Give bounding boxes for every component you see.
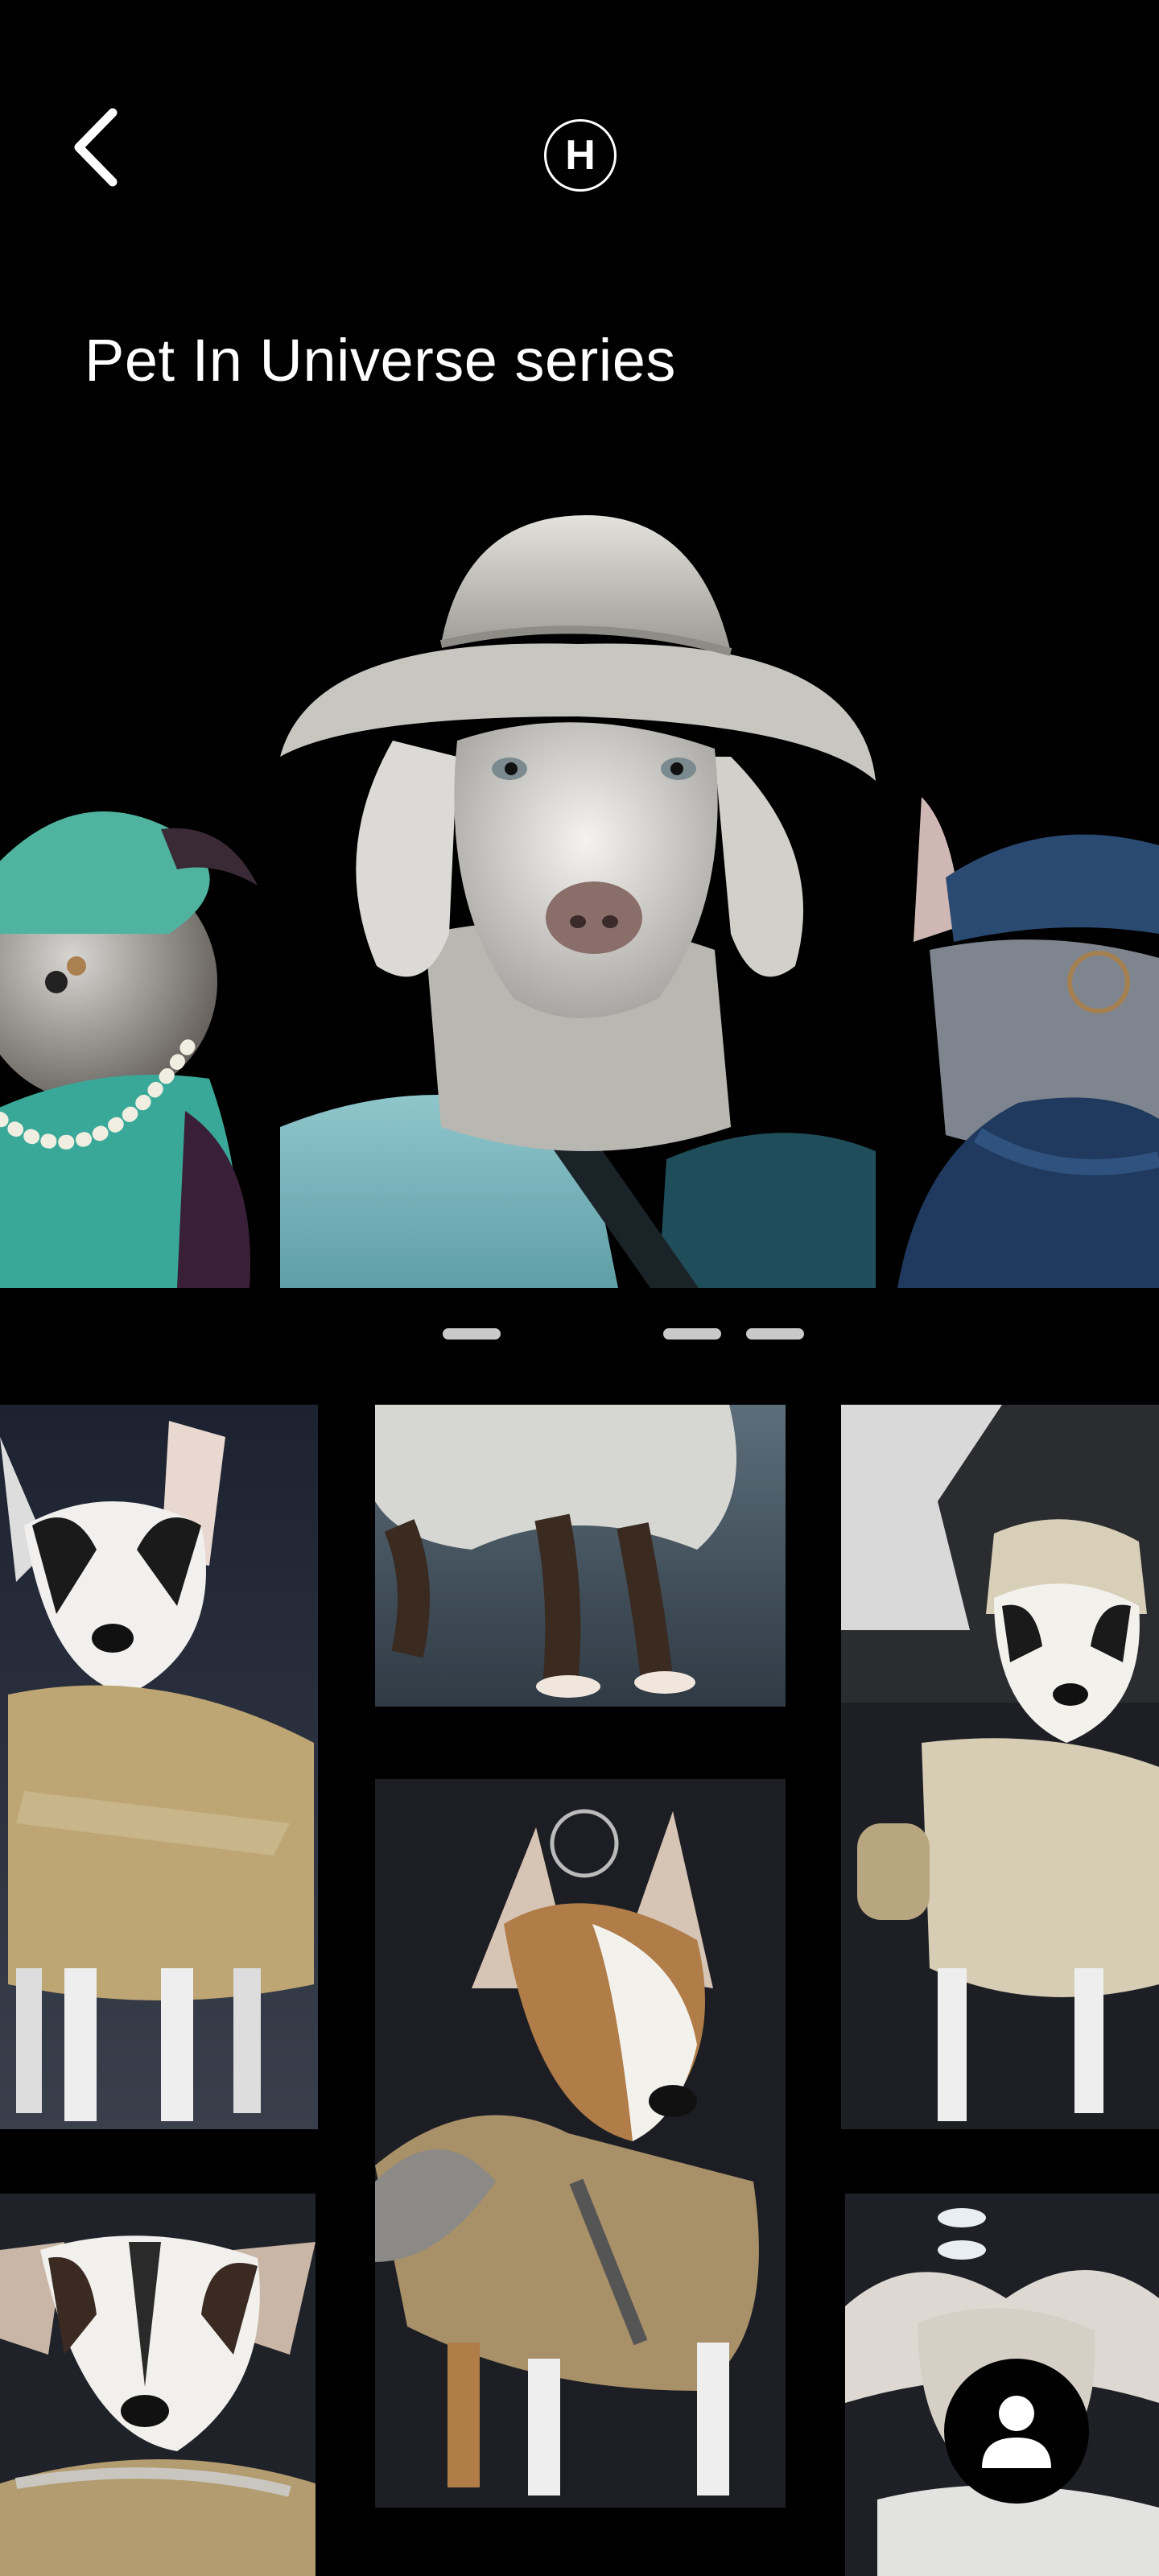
weimaraner-hat-image bbox=[280, 515, 876, 1288]
dog-teal-turban-image bbox=[0, 773, 266, 1288]
dog-white-cape-image bbox=[375, 1405, 786, 1707]
dog-space-suit-image bbox=[841, 1405, 1159, 2129]
carousel-indicator-2[interactable] bbox=[663, 1328, 721, 1340]
carousel-slide-next[interactable] bbox=[897, 797, 1159, 1288]
dog-brass-rings-image bbox=[375, 1779, 786, 2508]
grid-tile[interactable] bbox=[375, 1405, 786, 1707]
carousel-indicator-1[interactable] bbox=[443, 1328, 501, 1340]
grid-tile[interactable] bbox=[841, 1405, 1159, 2129]
grid-tile[interactable] bbox=[0, 1405, 318, 2129]
logo: H bbox=[544, 119, 617, 192]
profile-button[interactable] bbox=[944, 2359, 1089, 2504]
chevron-left-icon bbox=[74, 108, 118, 187]
image-carousel[interactable] bbox=[0, 515, 1159, 1288]
dog-blue-hat-image bbox=[897, 797, 1159, 1288]
dog-gold-collar-image bbox=[0, 2194, 316, 2576]
carousel-slide-previous[interactable] bbox=[0, 773, 266, 1288]
grid-tile[interactable] bbox=[375, 1779, 786, 2508]
grid-tile[interactable] bbox=[0, 2194, 316, 2576]
dog-gold-armor-image bbox=[0, 1405, 318, 2129]
logo-letter: H bbox=[565, 132, 596, 179]
back-button[interactable] bbox=[64, 103, 137, 192]
carousel-slide-current[interactable] bbox=[280, 515, 876, 1288]
carousel-indicators bbox=[0, 1328, 1159, 1344]
page-title: Pet In Universe series bbox=[85, 327, 676, 394]
user-icon bbox=[982, 2396, 1051, 2468]
carousel-indicator-3[interactable] bbox=[746, 1328, 804, 1340]
top-bar: H bbox=[0, 0, 1159, 306]
